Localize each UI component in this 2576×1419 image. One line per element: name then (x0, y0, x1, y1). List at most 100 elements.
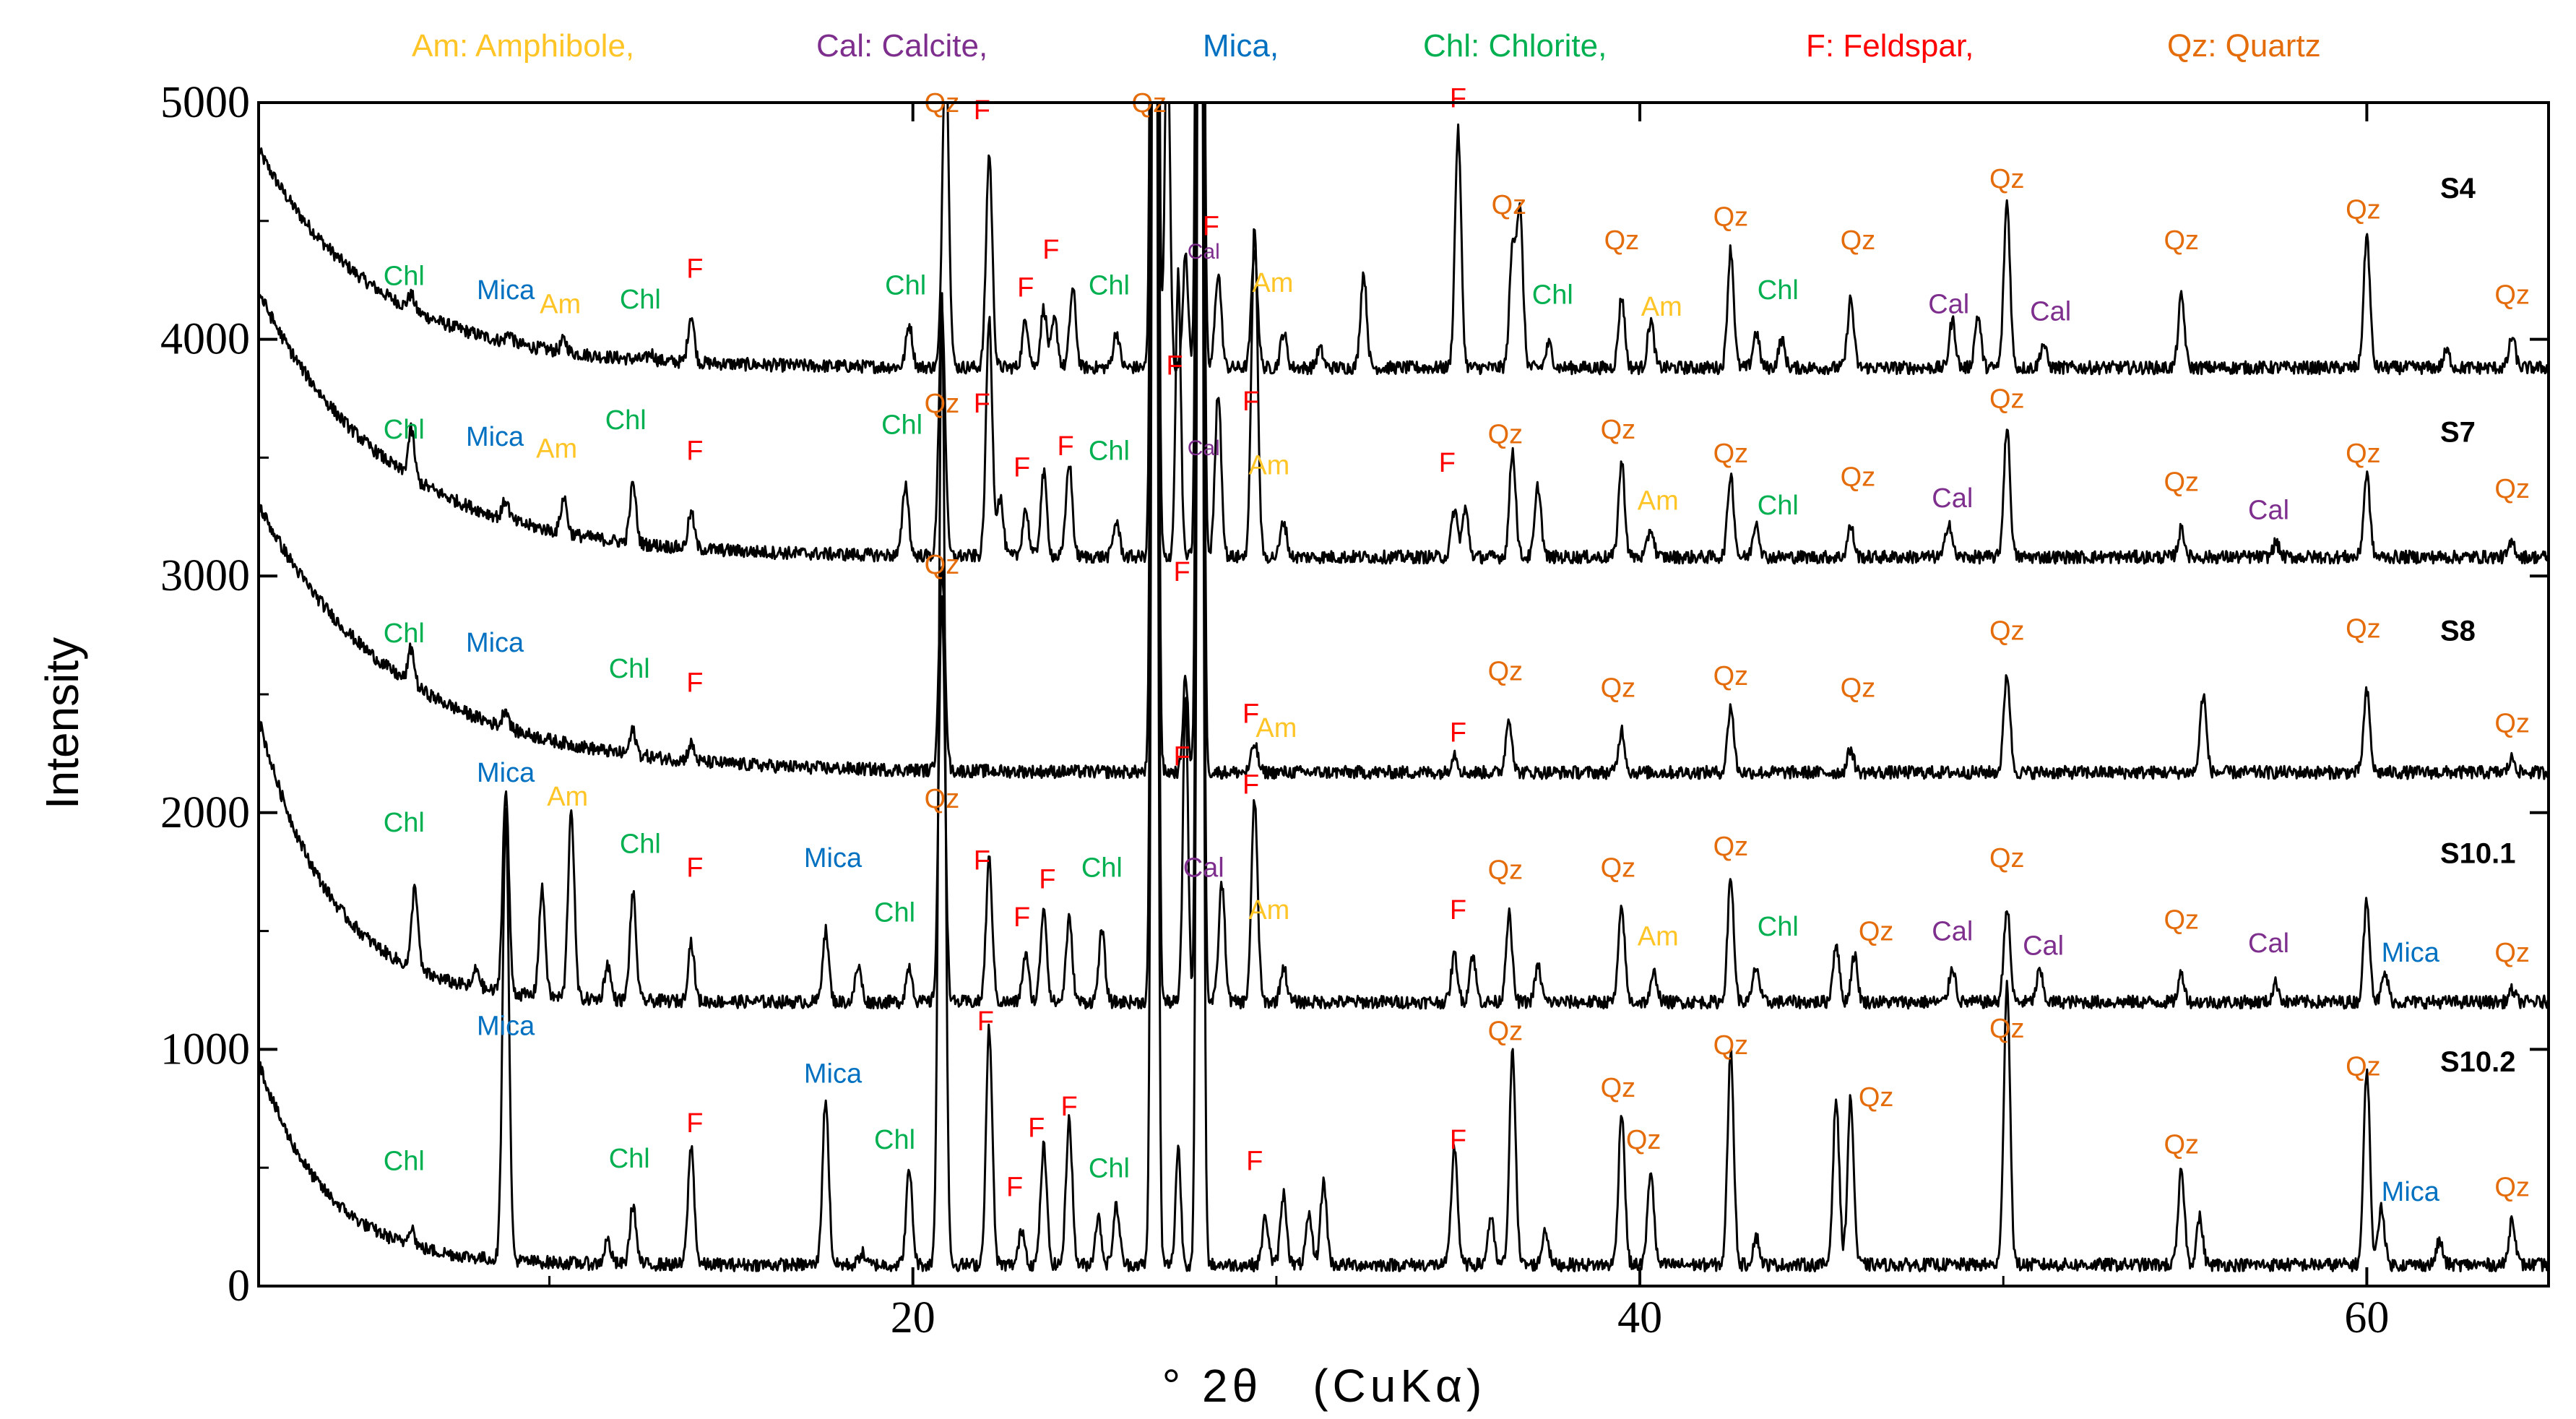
peak-label-f: F (974, 389, 990, 419)
peak-label-mica: Mica (804, 843, 863, 874)
peak-label-f: F (1042, 235, 1059, 265)
peak-label-chl: Chl (1758, 912, 1799, 942)
peak-label-qz: Qz (1601, 853, 1636, 883)
sample-labels-layer: S4 S7 S8 S10.1 S10.2 (2440, 173, 2516, 1078)
peak-label-am: Am (1252, 268, 1293, 298)
peak-label-f: F (1450, 84, 1466, 114)
peak-label-am: Am (1641, 292, 1682, 322)
legend-item: Qz: Quartz (2167, 28, 2321, 64)
peak-label-qz: Qz (2494, 1173, 2530, 1203)
peak-label-am: Am (1248, 895, 1289, 926)
peak-label-chl: Chl (1089, 1153, 1130, 1183)
peak-label-chl: Chl (881, 410, 922, 441)
peak-label-qz: Qz (1989, 1014, 2025, 1044)
peak-label-am: Am (1638, 921, 1679, 952)
peak-label-qz: Qz (1713, 832, 1749, 862)
peak-label-qz: Qz (1859, 917, 1894, 947)
peak-label-f: F (1246, 1146, 1263, 1176)
x-axis-label: ° 2θ (CuKα) (1162, 1360, 1487, 1412)
peak-label-f: F (1017, 273, 1034, 303)
peak-label-qz: Qz (2494, 938, 2530, 968)
peak-label-cal: Cal (1188, 240, 1220, 264)
peak-label-f: F (1242, 387, 1259, 417)
peak-label-f: F (1057, 431, 1073, 462)
peak-label-am: Am (540, 290, 581, 320)
peak-label-qz: Qz (1713, 1030, 1749, 1061)
sample-label: S4 (2440, 173, 2476, 204)
x-tick-label: 20 (891, 1293, 935, 1342)
series-line-S7 (259, 103, 2549, 565)
peak-label-f: F (686, 668, 703, 699)
peak-label-cal: Cal (2023, 931, 2064, 961)
legend-item: Chl: Chlorite, (1423, 28, 1607, 64)
peak-label-mica: Mica (2382, 1177, 2440, 1207)
peak-label-qz: Qz (1488, 656, 1523, 686)
axis-ticks-layer: 0 1000 2000 3000 4000 5000 20 40 60 (160, 78, 2549, 1342)
peak-label-qz: Qz (1488, 855, 1523, 886)
peak-label-f: F (686, 853, 703, 883)
peak-label-chl: Chl (384, 1146, 425, 1176)
peak-label-mica: Mica (466, 422, 524, 452)
peak-label-cal: Cal (1188, 436, 1220, 460)
peak-label-qz: Qz (1841, 673, 1876, 703)
legend: Am: Amphibole, Cal: Calcite, Mica, Chl: Chl… (412, 28, 2321, 64)
legend-item: Mica, (1203, 28, 1279, 64)
peak-label-f: F (1006, 1173, 1023, 1203)
peak-label-f: F (1028, 1113, 1045, 1144)
peak-label-chl: Chl (620, 829, 661, 859)
peak-label-chl: Chl (874, 897, 915, 928)
legend-item: Am: Amphibole, (412, 28, 634, 64)
peak-label-chl: Chl (1089, 270, 1130, 301)
peak-label-qz: Qz (1713, 439, 1749, 469)
peak-label-f: F (1242, 770, 1259, 801)
peak-label-f: F (1039, 865, 1055, 895)
peak-label-mica: Mica (477, 1012, 535, 1042)
x-tick-label: 60 (2344, 1293, 2389, 1342)
peak-label-chl: Chl (885, 270, 926, 301)
peak-label-qz: Qz (1841, 462, 1876, 493)
peak-label-qz: Qz (925, 550, 960, 580)
peak-label-qz: Qz (2494, 280, 2530, 310)
peak-label-chl: Chl (384, 808, 425, 838)
peak-label-cal: Cal (1932, 917, 1973, 947)
peak-label-f: F (1013, 902, 1030, 933)
peak-label-f: F (974, 95, 990, 126)
peak-label-f: F (1166, 351, 1183, 381)
peak-label-chl: Chl (1532, 280, 1573, 310)
y-tick-label: 1000 (160, 1025, 250, 1074)
peak-label-chl: Chl (874, 1125, 915, 1155)
sample-label: S8 (2440, 616, 2476, 647)
peak-label-qz: Qz (2164, 225, 2200, 256)
peak-label-cal: Cal (1932, 483, 1973, 514)
peak-label-f: F (977, 1006, 994, 1037)
peak-label-f: F (1013, 453, 1030, 483)
series-line-S8 (259, 103, 2549, 780)
peak-label-f: F (1060, 1092, 1077, 1122)
sample-label: S7 (2440, 416, 2476, 448)
peak-label-qz: Qz (1841, 225, 1876, 256)
peak-label-f: F (1439, 448, 1456, 478)
peak-label-chl: Chl (384, 415, 425, 445)
peak-label-qz: Qz (1713, 661, 1749, 691)
peak-label-chl: Chl (384, 261, 425, 291)
peak-label-f: F (686, 1108, 703, 1139)
peak-label-f: F (974, 845, 990, 876)
peak-label-qz: Qz (1604, 225, 1640, 256)
peak-label-chl: Chl (609, 1144, 650, 1174)
peak-label-f: F (1450, 895, 1466, 926)
peak-label-chl: Chl (609, 654, 650, 684)
peak-label-qz: Qz (2164, 905, 2200, 935)
peak-label-cal: Cal (2030, 296, 2071, 327)
legend-item: F: Feldspar, (1806, 28, 1974, 64)
peak-label-am: Am (1248, 450, 1289, 480)
peak-label-chl: Chl (1758, 275, 1799, 306)
peak-label-cal: Cal (2248, 928, 2289, 959)
peak-label-qz: Qz (2346, 613, 2381, 644)
peak-label-mica: Mica (466, 628, 524, 658)
series-line-S10-2 (259, 103, 2549, 1272)
peak-label-cal: Cal (1183, 853, 1224, 883)
peak-label-qz: Qz (925, 389, 960, 419)
peak-label-f: F (686, 254, 703, 284)
